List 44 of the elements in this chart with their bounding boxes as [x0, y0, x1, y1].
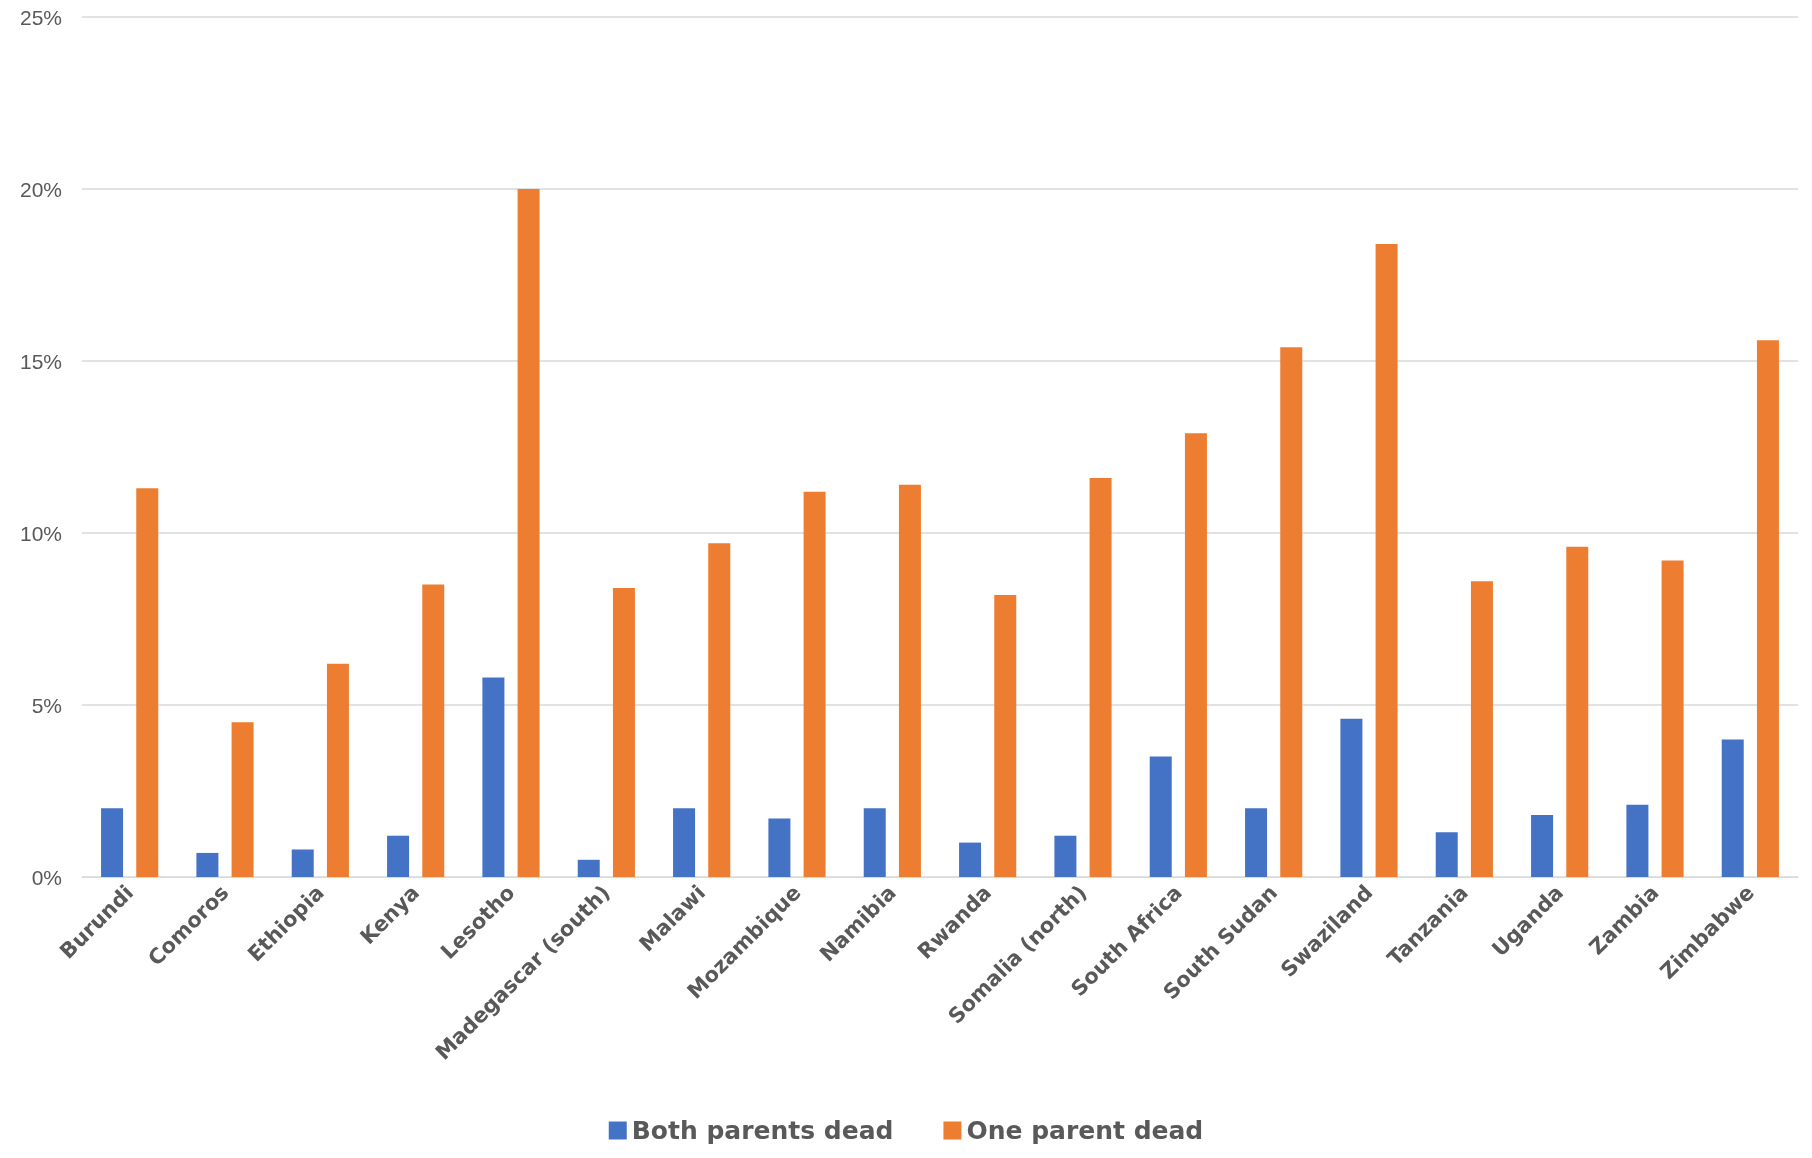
bar: [1531, 815, 1554, 877]
y-tick-label: 5%: [31, 693, 62, 717]
bar: [136, 488, 159, 877]
bar: [1184, 433, 1207, 877]
legend-label: Both parents dead: [631, 1116, 894, 1145]
legend-label: One parent dead: [966, 1116, 1204, 1145]
bar: [708, 543, 731, 877]
bar: [291, 849, 314, 877]
bar: [768, 818, 791, 877]
bar: [101, 808, 124, 877]
bar: [803, 491, 826, 877]
bar: [231, 722, 254, 877]
bar: [1626, 804, 1649, 877]
y-tick-label: 25%: [19, 5, 62, 29]
bar: [1470, 581, 1493, 877]
bar: [1721, 739, 1744, 877]
bar: [1566, 546, 1589, 877]
bar: [422, 584, 445, 877]
bar: [898, 484, 921, 877]
bar: [673, 808, 696, 877]
bar: [1435, 832, 1458, 877]
y-tick-label: 0%: [31, 865, 62, 889]
y-tick-label: 15%: [19, 349, 62, 373]
bar: [482, 677, 505, 877]
bar: [959, 842, 982, 877]
bar: [863, 808, 886, 877]
bar: [1375, 244, 1398, 877]
bar: [1756, 340, 1779, 877]
bar: [326, 663, 349, 877]
bar: [1340, 718, 1363, 877]
bar: [1280, 347, 1303, 877]
y-tick-label: 20%: [19, 177, 62, 201]
bar: [1089, 477, 1112, 877]
bar: [517, 189, 540, 877]
bar: [387, 835, 410, 877]
bar: [1245, 808, 1268, 877]
bar: [994, 594, 1017, 877]
bar: [196, 852, 219, 877]
bar: [612, 588, 635, 877]
y-tick-label: 10%: [19, 521, 62, 545]
bar: [1054, 835, 1077, 877]
bar: [1149, 756, 1172, 877]
bar: [1661, 560, 1684, 877]
bar: [577, 859, 600, 877]
